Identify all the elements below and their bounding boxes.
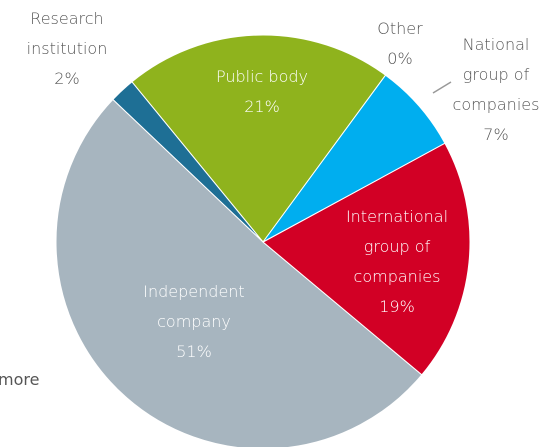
- pie-slice: [262, 142, 471, 376]
- slice-label: Research institution 2%: [12, 4, 122, 94]
- value-label: 7%: [483, 125, 509, 144]
- value-label: 0%: [387, 49, 413, 68]
- value-label: 21%: [244, 97, 280, 116]
- slice-label: Other 0%: [365, 14, 435, 74]
- category-name: National group of companies: [452, 35, 540, 114]
- category-name: Research institution: [26, 9, 108, 58]
- category-name: Other: [377, 19, 423, 38]
- annotation: more: [0, 370, 40, 389]
- category-name: Public body: [215, 67, 308, 86]
- pie-slice: [131, 34, 387, 243]
- slice-label: International group of companies 19%: [327, 202, 467, 322]
- category-name: Independent company: [143, 282, 245, 331]
- leader-line: [432, 81, 452, 94]
- value-label: 51%: [176, 342, 212, 361]
- value-label: 2%: [54, 69, 80, 88]
- value-label: 19%: [379, 297, 415, 316]
- pie-slice: [55, 98, 423, 447]
- category-name: International group of companies: [345, 207, 449, 286]
- slice-label: National group of companies 7%: [444, 30, 548, 150]
- slice-label: Independent company 51%: [129, 277, 259, 367]
- slice-label: Public body 21%: [187, 62, 337, 122]
- pie-slice: [262, 74, 446, 243]
- pie-slice: [263, 75, 386, 242]
